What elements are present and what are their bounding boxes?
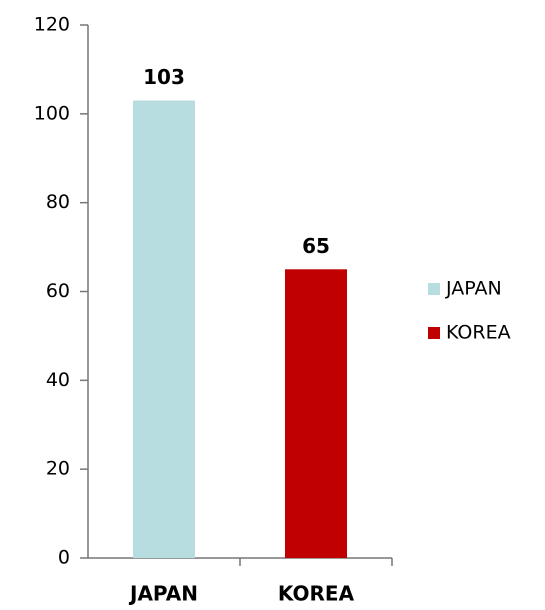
y-tick-label: 80 bbox=[46, 191, 70, 213]
value-label: 65 bbox=[302, 234, 330, 258]
bar bbox=[285, 269, 347, 558]
legend-label: KOREA bbox=[446, 322, 511, 344]
x-tick-label: JAPAN bbox=[128, 582, 198, 606]
bar bbox=[133, 100, 195, 558]
y-tick-label: 100 bbox=[34, 102, 70, 124]
y-tick-label: 0 bbox=[58, 547, 70, 569]
legend-swatch bbox=[428, 327, 440, 339]
y-tick-label: 120 bbox=[34, 14, 70, 36]
value-label: 103 bbox=[143, 65, 185, 89]
legend-swatch bbox=[428, 283, 440, 295]
y-tick-label: 20 bbox=[46, 458, 70, 480]
legend-label: JAPAN bbox=[445, 278, 502, 300]
x-tick-label: KOREA bbox=[278, 582, 355, 606]
y-tick-label: 40 bbox=[46, 369, 70, 391]
y-tick-label: 60 bbox=[46, 280, 70, 302]
